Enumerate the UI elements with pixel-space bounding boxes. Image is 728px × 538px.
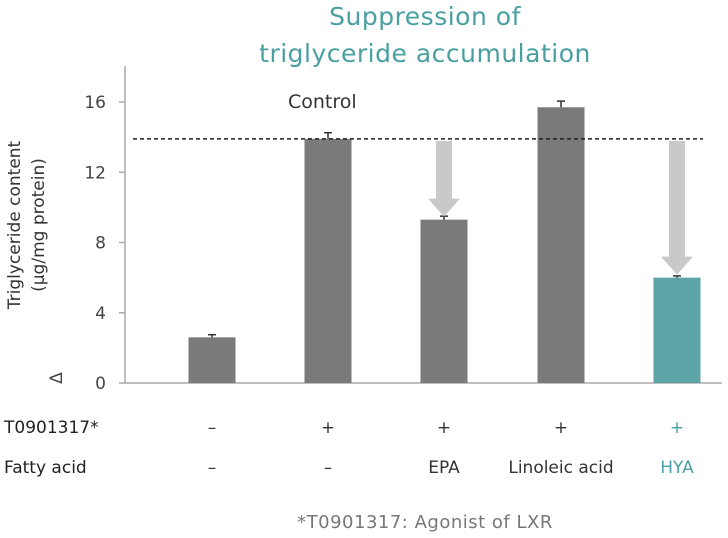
row-cell: –	[208, 418, 217, 438]
y-ticks: 0 4 8 12 16	[84, 93, 125, 394]
down-arrow	[661, 140, 693, 275]
row-cell: –	[324, 458, 333, 478]
footnote: *T0901317: Agonist of LXR	[297, 512, 553, 533]
control-reference: Control	[133, 91, 703, 140]
axis-break-symbol: Δ	[47, 372, 67, 384]
ylabel-line-2: (μg/mg protein)	[29, 158, 49, 292]
y-tick-label: 16	[84, 93, 106, 113]
down-arrow	[428, 140, 460, 217]
title-line-2: triglyceride accumulation	[259, 39, 591, 68]
condition-table: T0901317* – + + + + Fatty acid – – EPA Linoleic ac…	[3, 418, 694, 478]
row-label: T0901317*	[3, 418, 99, 438]
ylabel-line-1: Triglyceride content	[5, 140, 25, 310]
error-bars	[208, 100, 681, 338]
control-label: Control	[288, 91, 357, 113]
reduction-arrows	[428, 140, 693, 275]
y-tick-label: 12	[84, 163, 106, 183]
bar	[188, 337, 236, 383]
title-line-1: Suppression of	[329, 2, 521, 31]
row-cell: –	[208, 458, 217, 478]
row-cell: Linoleic acid	[508, 458, 613, 478]
bar	[304, 138, 352, 383]
row-cell: +	[437, 418, 451, 438]
bar	[653, 277, 701, 383]
row-cell: +	[321, 418, 335, 438]
y-tick-label: 0	[95, 374, 106, 394]
row-cell: HYA	[660, 458, 694, 478]
y-axis-label: Triglyceride content (μg/mg protein)	[5, 140, 49, 310]
row-cell: EPA	[428, 458, 460, 478]
row-label: Fatty acid	[4, 458, 87, 478]
row-cell: +	[554, 418, 568, 438]
y-tick-label: 4	[95, 304, 106, 324]
bar	[420, 219, 468, 383]
y-tick-label: 8	[95, 234, 106, 254]
bar	[537, 107, 585, 384]
row-cell: +	[670, 418, 684, 438]
bars	[188, 107, 701, 384]
chart-title: Suppression of triglyceride accumulation	[259, 2, 591, 68]
